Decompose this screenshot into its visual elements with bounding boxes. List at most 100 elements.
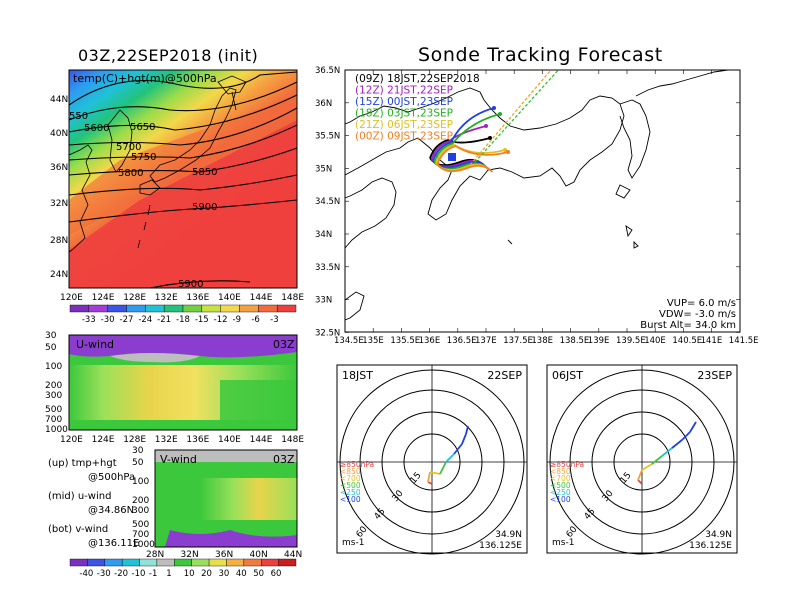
hodograph-trace-segment: [453, 443, 463, 455]
note-mid-level: @34.86N: [88, 504, 135, 516]
colorbar-swatch: [278, 558, 297, 567]
p-tick-label: 50: [132, 458, 144, 468]
map500-contours: [69, 71, 297, 288]
uwind-time: 03Z: [273, 338, 295, 351]
hodograph-level-key: <250: [340, 488, 361, 497]
lat-tick-label: 28N: [50, 236, 68, 246]
lon-tick-label: 144E: [250, 435, 273, 445]
p-tick-label: 30: [132, 446, 144, 456]
colorbar-label: -3: [270, 315, 278, 325]
lon-tick-label: 139E: [588, 336, 610, 346]
hodograph-trace-segment: [641, 463, 653, 471]
sonde-track: [433, 113, 501, 162]
lon-tick-label: 136E: [186, 293, 209, 303]
lon-tick-label: 140.5E: [672, 336, 702, 346]
hodograph-level-key: <850: [340, 467, 361, 476]
lat-tick-label: 35.5N: [315, 132, 340, 142]
hodograph-unit: ms-1: [342, 538, 364, 548]
colorbar-swatch: [276, 304, 297, 313]
colorbar-label: -15: [195, 315, 209, 325]
hodograph-lat: 34.9N: [705, 530, 732, 540]
p-tick-label: 500: [132, 520, 149, 530]
hodograph-trace-segment: [427, 471, 431, 483]
legend-entry: (09Z) 18JST,22SEP2018: [355, 73, 480, 85]
sonde-track: [436, 145, 509, 165]
p-tick-label: 1000: [132, 540, 155, 550]
colorbar-label: 50: [253, 569, 264, 579]
uwind-title: U-wind: [76, 338, 114, 351]
colorbar-label: -27: [120, 315, 134, 325]
p-tick-label: 200: [45, 381, 62, 391]
sonde-landing-point: [503, 148, 507, 152]
lon-tick-label: 124E: [92, 293, 115, 303]
track-lat-ticks: 36.5N 36N 35.5N 35N 34.5N 34N 33.5N 33N 32.5N: [315, 66, 340, 338]
lat-tick-label: 40N: [50, 129, 68, 139]
param-vup: VUP= 6.0 m/s: [667, 298, 736, 309]
legend-entry: (21Z) 06JST,23SEP: [355, 119, 453, 131]
lon-tick-label: 128E: [123, 293, 146, 303]
hodograph-trace-segment: [439, 461, 447, 475]
hodograph-lon: 136.125E: [479, 541, 522, 551]
map500-lon-ticks: 120E 124E 128E 132E 136E 140E 144E 148E: [60, 293, 304, 303]
hodograph-date: 23SEP: [697, 369, 732, 382]
hodograph-trace-segment: [689, 421, 697, 433]
legend-entry: (18Z) 03JST,23SEP: [355, 108, 453, 120]
vwind-frame: [154, 449, 298, 548]
lon-tick-label: 140E: [644, 336, 666, 346]
lon-tick-label: 132E: [155, 435, 178, 445]
lat-tick-label: 24N: [50, 270, 68, 280]
p-tick-label: 30: [45, 331, 57, 341]
track-legend: (09Z) 18JST,22SEP2018(12Z) 21JST,22SEP(1…: [355, 73, 480, 143]
lat-tick-label: 44N: [284, 550, 302, 560]
lat-tick-label: 36N: [50, 163, 68, 173]
colorbar-label: -18: [176, 315, 190, 325]
contour-label: 5750: [131, 152, 156, 163]
lat-tick-label: 40N: [250, 550, 268, 560]
lon-tick-label: 120E: [60, 435, 83, 445]
lon-tick-label: 148E: [281, 293, 304, 303]
legend-entry: (00Z) 09JST,23SEP: [355, 131, 453, 143]
hodograph-trace-segment: [681, 431, 691, 441]
lon-tick-label: 135E: [362, 336, 384, 346]
colorbar-label: -1: [149, 569, 157, 579]
hodograph-level-key: ≥850hPa: [340, 460, 374, 469]
colorbar-label: -12: [214, 315, 228, 325]
lon-tick-label: 124E: [92, 435, 115, 445]
ascent-line: [474, 70, 560, 163]
hodograph-trace-segment: [427, 481, 433, 485]
contour-label: 5850: [192, 167, 217, 178]
contour-label: 5800: [118, 168, 143, 179]
hodograph-level-key: <100: [340, 495, 361, 504]
lon-tick-label: 128E: [123, 435, 146, 445]
p-tick-label: 100: [132, 477, 149, 487]
note-mid: (mid) u-wind: [48, 491, 112, 502]
track-map-bg: [345, 70, 740, 332]
lon-tick-label: 132E: [155, 293, 178, 303]
colorbar-label: 40: [236, 569, 247, 579]
param-vdw: VDW= -3.0 m/s: [659, 309, 736, 320]
colorbar-label: 20: [201, 569, 212, 579]
uwind-easterly-top: [69, 335, 297, 358]
hodograph-trace-segment: [661, 447, 673, 457]
lon-tick-label: 134.5E: [334, 336, 364, 346]
vwind-lat-ticks: 28N 32N 36N 40N 44N: [146, 550, 302, 560]
sonde-track: [432, 107, 495, 161]
left-title: 03Z,22SEP2018 (init): [78, 46, 259, 65]
lon-tick-label: 144E: [250, 293, 273, 303]
hodograph-trace-segment: [637, 479, 643, 485]
panel-notes: (up) tmp+hgt @500hPa (mid) u-wind @34.86…: [48, 457, 139, 550]
launch-params: VUP= 6.0 m/s VDW= -3.0 m/s Burst Alt= 34…: [640, 298, 736, 331]
hodograph-lat: 34.9N: [495, 530, 522, 540]
hodograph-lon: 136.125E: [689, 541, 732, 551]
note-bot: (bot) v-wind: [48, 524, 109, 535]
map500-coastlines: [69, 75, 247, 253]
note-bot-level: @136.11E: [88, 537, 140, 549]
colorbar-label: -33: [82, 315, 96, 325]
lon-tick-label: 135.5E: [390, 336, 420, 346]
